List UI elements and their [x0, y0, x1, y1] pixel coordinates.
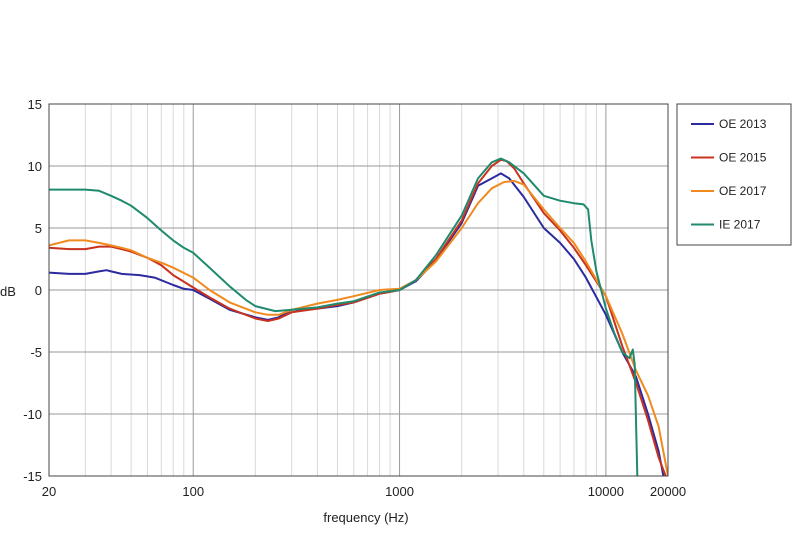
- plot-frame: [48, 103, 669, 477]
- major-gridlines: [48, 103, 669, 477]
- legend-entry-label: OE 2015: [719, 151, 767, 165]
- x-axis-label: frequency (Hz): [323, 510, 408, 525]
- x-tick-labels: 20 100 1000 10000 20000: [42, 484, 686, 499]
- y-tick-labels: 15 10 5 0 -5 -10 -15: [23, 97, 42, 484]
- x-tick-label: 20000: [650, 484, 686, 499]
- legend-entry-label: IE 2017: [719, 218, 761, 232]
- y-tick-label: 15: [28, 97, 42, 112]
- x-tick-label: 100: [182, 484, 204, 499]
- series-line-1: [49, 172, 665, 476]
- legend-box: [676, 103, 792, 246]
- series-line-4: [49, 157, 639, 476]
- series-line-2: [49, 158, 667, 476]
- legend: OE 2013 OE 2015 OE 2017 IE 2017: [676, 103, 792, 246]
- y-tick-label: -5: [30, 345, 42, 360]
- y-tick-label: -15: [23, 469, 42, 484]
- y-tick-label: 10: [28, 159, 42, 174]
- legend-entry-label: OE 2017: [719, 184, 767, 198]
- series-lines: [49, 157, 668, 476]
- x-tick-label: 10000: [588, 484, 624, 499]
- legend-entry-label: OE 2013: [719, 117, 767, 131]
- y-tick-label: 0: [35, 283, 42, 298]
- x-tick-label: 1000: [385, 484, 414, 499]
- y-tick-label: 5: [35, 221, 42, 236]
- y-tick-label: -10: [23, 407, 42, 422]
- y-axis-label: dB: [0, 284, 16, 299]
- series-line-3: [49, 179, 668, 476]
- x-tick-label: 20: [42, 484, 56, 499]
